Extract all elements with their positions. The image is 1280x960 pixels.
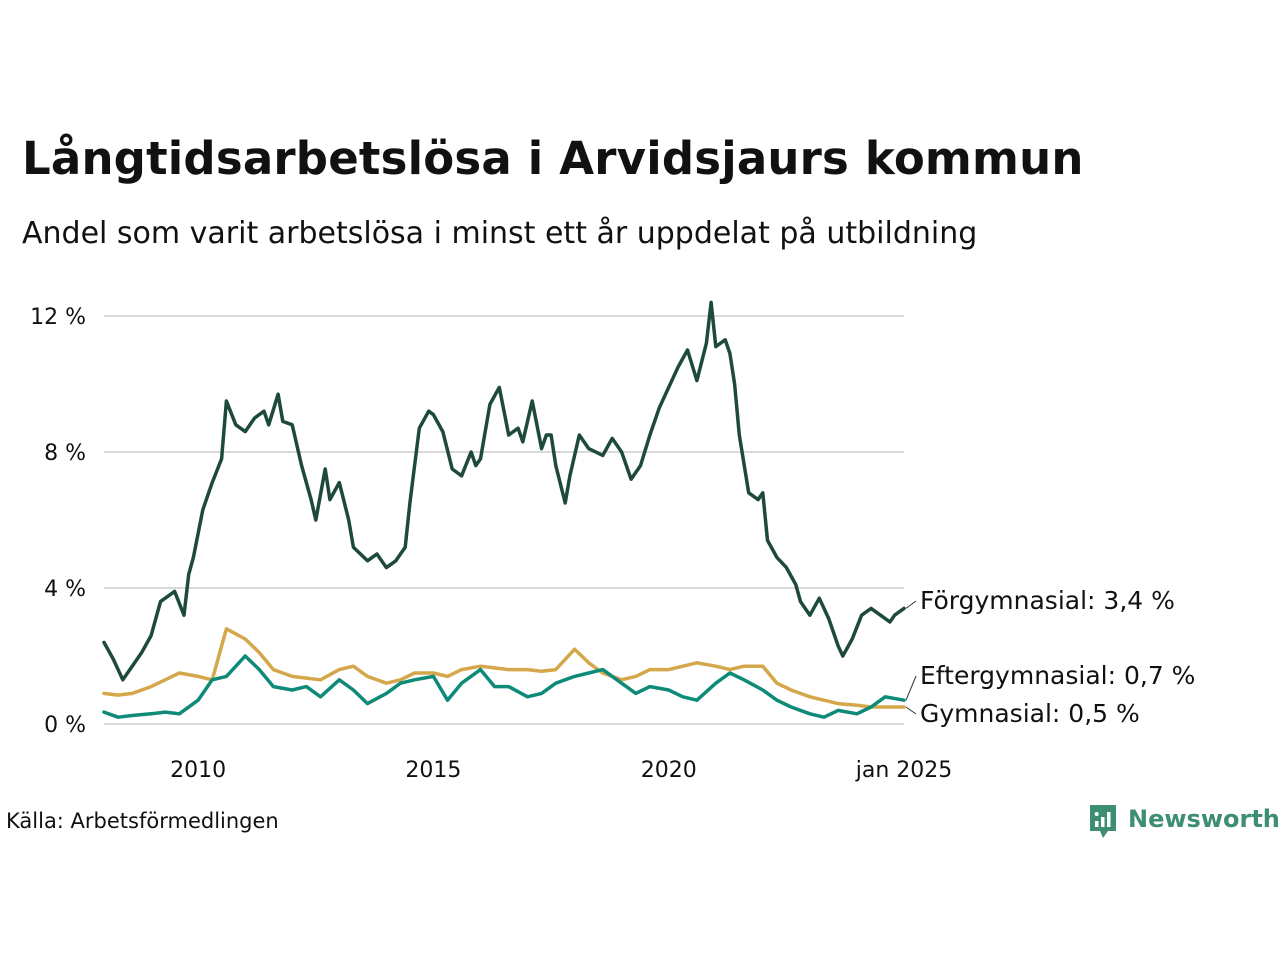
y-tick-label: 8 % [44, 441, 86, 466]
brand-logo[interactable]: Newsworthy [1088, 803, 1280, 841]
y-tick-label: 4 % [44, 577, 86, 602]
series-end-label: Gymnasial: 0,5 % [920, 699, 1140, 728]
y-axis-ticks: 0 % 4 % 8 % 12 % [30, 305, 86, 738]
x-tick-label: jan 2025 [855, 758, 953, 783]
label-connector [905, 600, 917, 609]
grid-lines [104, 315, 904, 725]
x-tick-label: 2020 [641, 758, 697, 783]
series-end-label: Eftergymnasial: 0,7 % [920, 661, 1195, 690]
y-tick-label: 0 % [44, 713, 86, 738]
series-end-labels: Förgymnasial: 3,4 % Eftergymnasial: 0,7 %… [905, 586, 1195, 728]
label-connector [905, 706, 917, 715]
newsworthy-logo-icon [1090, 805, 1116, 838]
x-tick-label: 2010 [170, 758, 226, 783]
series-line-gymnasial [102, 627, 906, 709]
series-line-förgymnasial [102, 300, 906, 682]
x-axis-ticks: 2010 2015 2020 jan 2025 [170, 758, 952, 783]
series-lines [102, 300, 906, 719]
y-tick-label: 12 % [30, 305, 86, 330]
source-note: Källa: Arbetsförmedlingen [6, 809, 279, 833]
chart-title: Långtidsarbetslösa i Arvidsjaurs kommun [22, 132, 1084, 185]
x-tick-label: 2015 [405, 758, 461, 783]
brand-name: Newsworthy [1128, 805, 1280, 833]
chart-subtitle: Andel som varit arbetslösa i minst ett å… [22, 216, 978, 251]
label-connector [905, 675, 917, 701]
series-end-label: Förgymnasial: 3,4 % [920, 586, 1175, 615]
series-line-eftergymnasial [102, 654, 906, 719]
